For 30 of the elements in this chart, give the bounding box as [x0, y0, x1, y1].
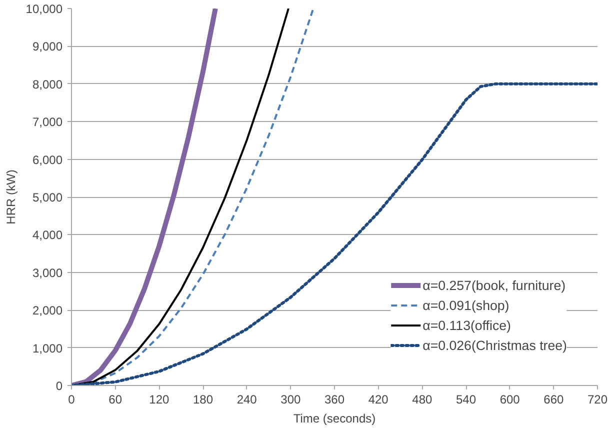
y-tick-label: 5,000: [32, 190, 63, 204]
x-tick-label: 180: [192, 392, 214, 406]
y-tick-label: 4,000: [32, 228, 63, 242]
x-tick-label: 420: [368, 392, 389, 406]
legend-label: α=0.257(book, furniture): [422, 278, 566, 292]
legend-label: α=0.113(office): [422, 318, 511, 332]
x-tick-label: 360: [324, 392, 345, 406]
y-axis-title: HRR (kW): [4, 170, 18, 224]
y-tick-label: 10,000: [26, 2, 63, 16]
y-tick-label: 0: [56, 379, 63, 393]
x-tick-label: 60: [108, 392, 122, 406]
y-tick-label: 3,000: [32, 266, 63, 280]
legend-label: α=0.026(Christmas tree): [422, 338, 567, 352]
x-tick-label: 600: [500, 392, 520, 406]
x-tick-label: 480: [412, 392, 433, 406]
y-tick-label: 7,000: [32, 115, 63, 130]
x-tick-label: 120: [149, 392, 170, 406]
x-tick-label: 240: [236, 392, 258, 406]
x-tick-label: 540: [456, 392, 476, 406]
x-tick-label: 660: [544, 392, 564, 406]
x-axis-title: Time (seconds): [293, 412, 376, 426]
x-tick-label: 0: [68, 392, 76, 406]
legend-label: α=0.091(shop): [422, 298, 510, 312]
y-tick-label: 8,000: [32, 77, 63, 92]
x-tick-label: 720: [587, 392, 608, 406]
y-tick-label: 2,000: [32, 304, 63, 318]
x-tick-label: 300: [280, 392, 302, 406]
y-tick-label: 6,000: [32, 152, 63, 167]
y-tick-label: 1,000: [32, 341, 63, 356]
y-tick-label: 9,000: [32, 40, 63, 54]
